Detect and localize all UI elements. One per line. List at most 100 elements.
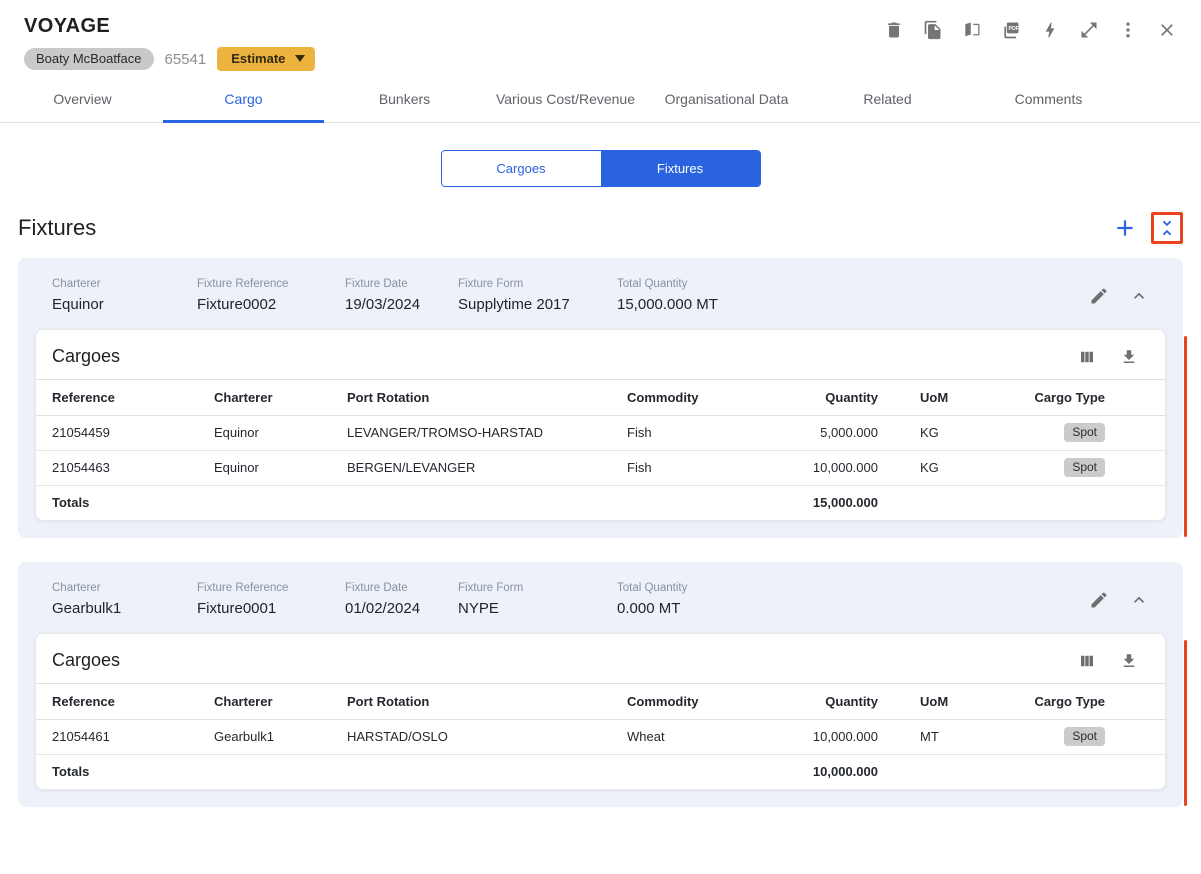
field-label: Total Quantity — [617, 278, 688, 290]
cell-charterer: Equinor — [198, 415, 331, 451]
download-icon[interactable] — [1120, 652, 1138, 670]
vessel-name-chip: Boaty McBoatface — [24, 48, 154, 70]
col-header-reference: Reference — [36, 683, 198, 720]
field-value: NYPE — [458, 600, 499, 617]
col-header-charterer: Charterer — [198, 379, 331, 416]
edit-fixture-button[interactable] — [1089, 590, 1109, 610]
col-header-quantity: Quantity — [751, 683, 886, 720]
cell-quantity: 10,000.000 — [751, 450, 886, 486]
tab-related[interactable]: Related — [863, 91, 912, 107]
tab-various-cost-revenue[interactable]: Various Cost/Revenue — [495, 91, 636, 107]
fixture-header: Charterer Equinor Fixture Reference Fixt… — [35, 276, 1166, 329]
fixture-total-quantity-field: Total Quantity 0.000 MT — [617, 582, 687, 617]
cell-quantity: 5,000.000 — [751, 415, 886, 451]
collapse-all-icon — [1162, 220, 1172, 236]
delete-icon[interactable] — [884, 20, 904, 40]
fixture-header-actions — [1089, 278, 1149, 306]
fixture-card-equinor: Charterer Equinor Fixture Reference Fixt… — [18, 258, 1187, 538]
cargoes-panel-head: Cargoes — [36, 634, 1165, 683]
fixtures-section-actions — [1112, 212, 1183, 244]
cargoes-table-header-row: Reference Charterer Port Rotation Commod… — [36, 683, 1165, 720]
cargo-row[interactable]: 21054459 Equinor LEVANGER/TROMSO-HARSTAD… — [36, 415, 1165, 451]
cargo-row[interactable]: 21054463 Equinor BERGEN/LEVANGER Fish 10… — [36, 450, 1165, 486]
cargoes-panel: Cargoes Reference Charterer Port Rotatio… — [35, 633, 1166, 790]
cargoes-panel-icons — [1078, 652, 1138, 670]
estimate-status-button[interactable]: Estimate — [217, 47, 316, 71]
flip-pages-icon[interactable] — [962, 20, 982, 40]
col-header-commodity: Commodity — [611, 379, 751, 416]
cell-reference: 21054463 — [36, 450, 198, 486]
window-titlebar: VOYAGE PDF — [0, 0, 1201, 40]
cell-uom: MT — [886, 719, 986, 755]
fixture-charterer-field: Charterer Equinor — [52, 278, 197, 313]
fixture-total-quantity-field: Total Quantity 15,000.000 MT — [617, 278, 718, 313]
window-toolbar: PDF — [884, 15, 1177, 40]
columns-icon[interactable] — [1078, 652, 1096, 670]
totals-quantity: 10,000.000 — [812, 764, 878, 779]
tab-bunkers[interactable]: Bunkers — [378, 91, 431, 107]
kebab-menu-icon[interactable] — [1118, 20, 1138, 40]
cargoes-panel-title: Cargoes — [52, 346, 121, 366]
cell-cargo-type: Spot — [986, 415, 1165, 451]
totals-label: Totals — [52, 764, 90, 779]
field-value: 19/03/2024 — [345, 296, 421, 313]
field-value: Gearbulk1 — [52, 600, 122, 617]
tab-bar: Overview Cargo Bunkers Various Cost/Reve… — [0, 79, 1201, 123]
validation-alert-bar — [1184, 336, 1187, 537]
add-icon — [1117, 220, 1133, 236]
caret-down-icon — [295, 55, 306, 62]
toggle-fixtures-button[interactable]: Fixtures — [600, 151, 760, 186]
field-label: Fixture Form — [458, 278, 524, 290]
fixtures-section-head: Fixtures — [0, 187, 1201, 258]
tab-comments[interactable]: Comments — [1014, 91, 1083, 107]
bolt-icon[interactable] — [1040, 20, 1060, 40]
chevron-up-icon — [1134, 596, 1144, 603]
download-icon[interactable] — [1120, 348, 1138, 366]
col-header-quantity: Quantity — [751, 379, 886, 416]
field-value: 01/02/2024 — [345, 600, 421, 617]
col-header-port-rotation: Port Rotation — [331, 379, 611, 416]
svg-text:PDF: PDF — [1009, 26, 1019, 32]
field-label: Fixture Form — [458, 582, 524, 594]
cell-quantity: 10,000.000 — [751, 719, 886, 755]
cell-reference: 21054459 — [36, 415, 198, 451]
cell-port-rotation: HARSTAD/OSLO — [331, 719, 611, 755]
field-label: Charterer — [52, 582, 101, 594]
toggle-cargoes-button[interactable]: Cargoes — [441, 151, 601, 186]
tab-organisational-data[interactable]: Organisational Data — [664, 91, 789, 107]
cargoes-panel-title: Cargoes — [52, 650, 121, 670]
cell-charterer: Equinor — [198, 450, 331, 486]
edit-fixture-button[interactable] — [1089, 286, 1109, 306]
field-value: Equinor — [52, 296, 104, 313]
close-icon[interactable] — [1157, 20, 1177, 40]
tab-cargo[interactable]: Cargo — [163, 79, 324, 123]
field-label: Fixture Reference — [197, 278, 289, 290]
view-toggle-wrap: Cargoes Fixtures — [0, 150, 1201, 187]
totals-row: Totals 15,000.000 — [36, 486, 1165, 521]
cell-uom: KG — [886, 450, 986, 486]
cargoes-table: Reference Charterer Port Rotation Commod… — [36, 683, 1165, 789]
duplicate-icon[interactable] — [923, 20, 943, 40]
collapse-fixture-button[interactable] — [1129, 590, 1149, 610]
fixture-form-field: Fixture Form Supplytime 2017 — [458, 278, 617, 313]
cargo-row[interactable]: 21054461 Gearbulk1 HARSTAD/OSLO Wheat 10… — [36, 719, 1165, 755]
fullscreen-icon[interactable] — [1079, 20, 1099, 40]
collapse-all-button[interactable] — [1151, 212, 1183, 244]
field-value: Supplytime 2017 — [458, 296, 570, 313]
cell-commodity: Wheat — [611, 719, 751, 755]
field-label: Charterer — [52, 278, 101, 290]
col-header-port-rotation: Port Rotation — [331, 683, 611, 720]
add-fixture-button[interactable] — [1112, 215, 1138, 241]
pdf-export-icon[interactable]: PDF — [1001, 20, 1021, 40]
tab-overview[interactable]: Overview — [53, 91, 112, 107]
cell-cargo-type: Spot — [986, 450, 1165, 486]
fixture-charterer-field: Charterer Gearbulk1 — [52, 582, 197, 617]
cargoes-panel: Cargoes Reference Charterer Port Rotatio… — [35, 329, 1166, 521]
fixtures-section-title: Fixtures — [18, 215, 97, 240]
collapse-fixture-button[interactable] — [1129, 286, 1149, 306]
view-toggle: Cargoes Fixtures — [440, 150, 761, 187]
columns-icon[interactable] — [1078, 348, 1096, 366]
cargoes-table: Reference Charterer Port Rotation Commod… — [36, 379, 1165, 520]
field-value: 0.000 MT — [617, 600, 681, 617]
fixture-header-actions — [1089, 582, 1149, 610]
